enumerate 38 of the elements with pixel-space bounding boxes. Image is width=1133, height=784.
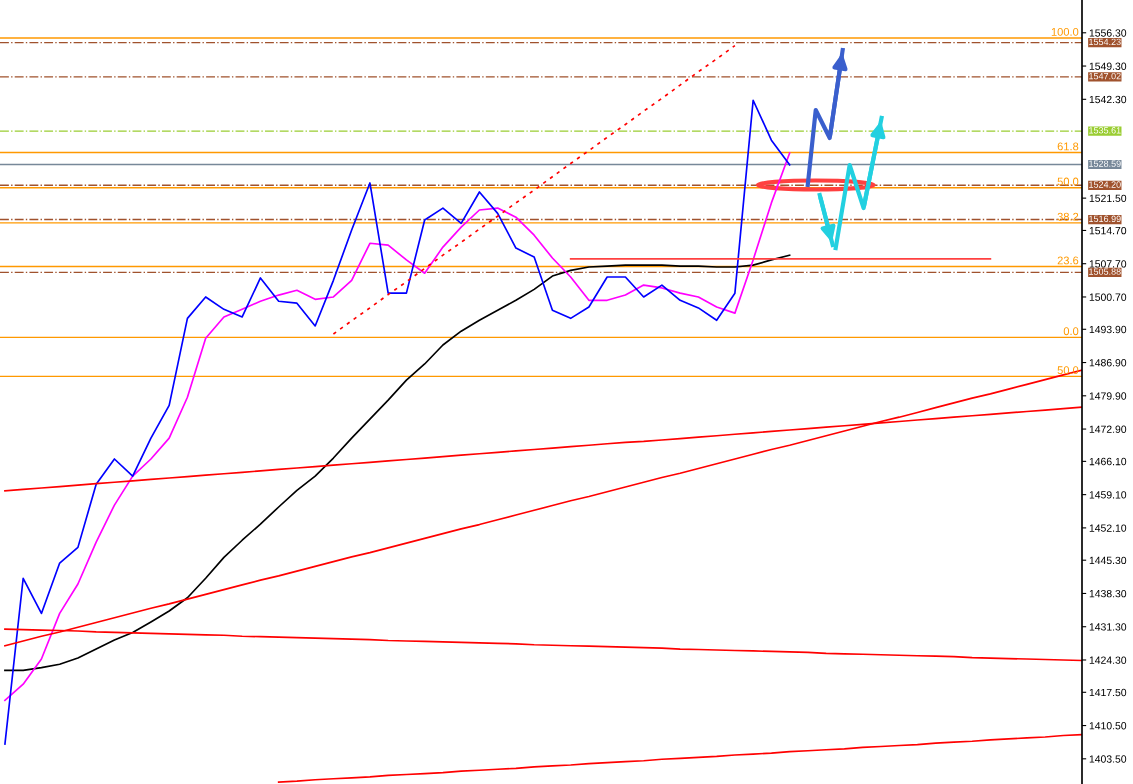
ref-line-label: 1547.02 [1089,72,1121,80]
y-tick-label: 1556.30 [1089,29,1127,37]
annotation: 23.6 [1057,256,1079,265]
line-series [277,733,1082,783]
annotation: 38.2 [1057,212,1079,221]
y-tick-label: 1466.10 [1089,457,1127,466]
y-tick-label: 1549.30 [1089,62,1127,70]
y-tick-label: 1486.90 [1089,359,1127,367]
y-tick-label: 1431.30 [1089,623,1127,631]
ref-line-label: 1554.23 [1089,38,1121,46]
line-series [4,254,791,672]
annotation: 61.8 [1057,142,1079,151]
y-tick-label: 1445.30 [1089,556,1127,565]
y-tick-label: 1410.50 [1089,722,1127,730]
y-tick-label: 1479.90 [1089,392,1127,400]
y-tick-label: 1507.70 [1089,260,1127,268]
annotation: 100.0 [1051,27,1079,36]
ref-line-label: 1516.99 [1089,215,1121,222]
y-tick-label: 1403.50 [1089,755,1127,763]
ref-line-label: 1524.20 [1089,181,1121,188]
ref-line-label: 1505.88 [1089,268,1121,275]
y-tick-label: 1417.50 [1089,688,1127,697]
y-tick-label: 1542.30 [1089,95,1127,104]
y-tick-label: 1452.10 [1089,524,1127,532]
ref-line-label: 1535.61 [1089,127,1121,134]
annotation: 50.0 [1057,177,1079,186]
y-tick-label: 1424.30 [1089,656,1127,664]
line-series [332,44,736,335]
y-tick-label: 1472.90 [1089,425,1127,433]
y-tick-label: 1521.50 [1089,194,1127,203]
annotation: 50.0 [1057,366,1079,375]
y-tick-label: 1438.30 [1089,589,1127,598]
y-tick-label: 1493.90 [1089,325,1127,334]
y-tick-label: 1459.10 [1089,491,1127,499]
y-tick-label: 1500.70 [1089,293,1127,301]
annotation: 0.0 [1063,327,1079,336]
y-tick-label: 1514.70 [1089,226,1127,235]
ref-line-label: 1528.59 [1089,160,1121,167]
